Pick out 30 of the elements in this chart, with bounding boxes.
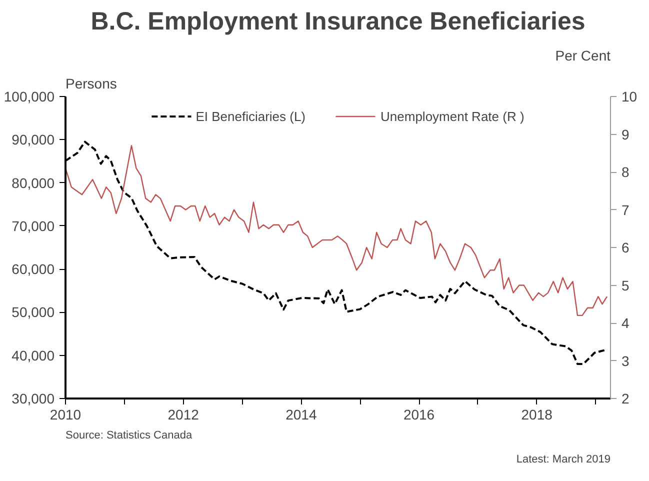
- y-tick-label: 50,000: [12, 304, 55, 320]
- y2-tick-label: 7: [622, 202, 630, 218]
- y2-tick-label: 5: [622, 277, 630, 294]
- y2-tick-label: 9: [622, 126, 630, 142]
- y2-tick-label: 2: [622, 390, 630, 406]
- y2-tick-label: 10: [622, 88, 638, 104]
- source-note: Source: Statistics Canada: [66, 430, 193, 442]
- x-tick-label: 2010: [50, 406, 82, 422]
- y-axis-title: Persons: [66, 76, 117, 92]
- chart-title: B.C. Employment Insurance Beneficiaries: [90, 8, 586, 36]
- x-tick-label: 2014: [286, 406, 317, 422]
- y-tick-label: 80,000: [12, 174, 55, 191]
- y2-tick-label: 6: [622, 240, 630, 256]
- y2-tick-label: 8: [622, 164, 630, 180]
- text: Latest: March 2019: [516, 454, 611, 466]
- x-tick-label: 2018: [521, 406, 553, 422]
- x-tick-label: 2012: [168, 406, 200, 422]
- y-tick-label: 100,000: [4, 88, 55, 104]
- y2-tick-label: 4: [622, 315, 630, 331]
- y-tick-label: 70,000: [12, 218, 55, 234]
- x-tick-label: 2016: [403, 406, 435, 422]
- line-series: [66, 144, 608, 316]
- y-tick-label: 40,000: [12, 347, 55, 364]
- y-tick-label: 90,000: [12, 132, 55, 148]
- y2-tick-label: 3: [622, 352, 630, 369]
- legend-label: Unemployment Rate (R ): [380, 108, 524, 124]
- y-tick-label: 30,000: [12, 390, 55, 406]
- y2-axis-title: Per Cent: [555, 48, 611, 64]
- y-tick-label: 60,000: [12, 261, 55, 278]
- legend-label: EI Beneficiaries (L): [196, 108, 306, 124]
